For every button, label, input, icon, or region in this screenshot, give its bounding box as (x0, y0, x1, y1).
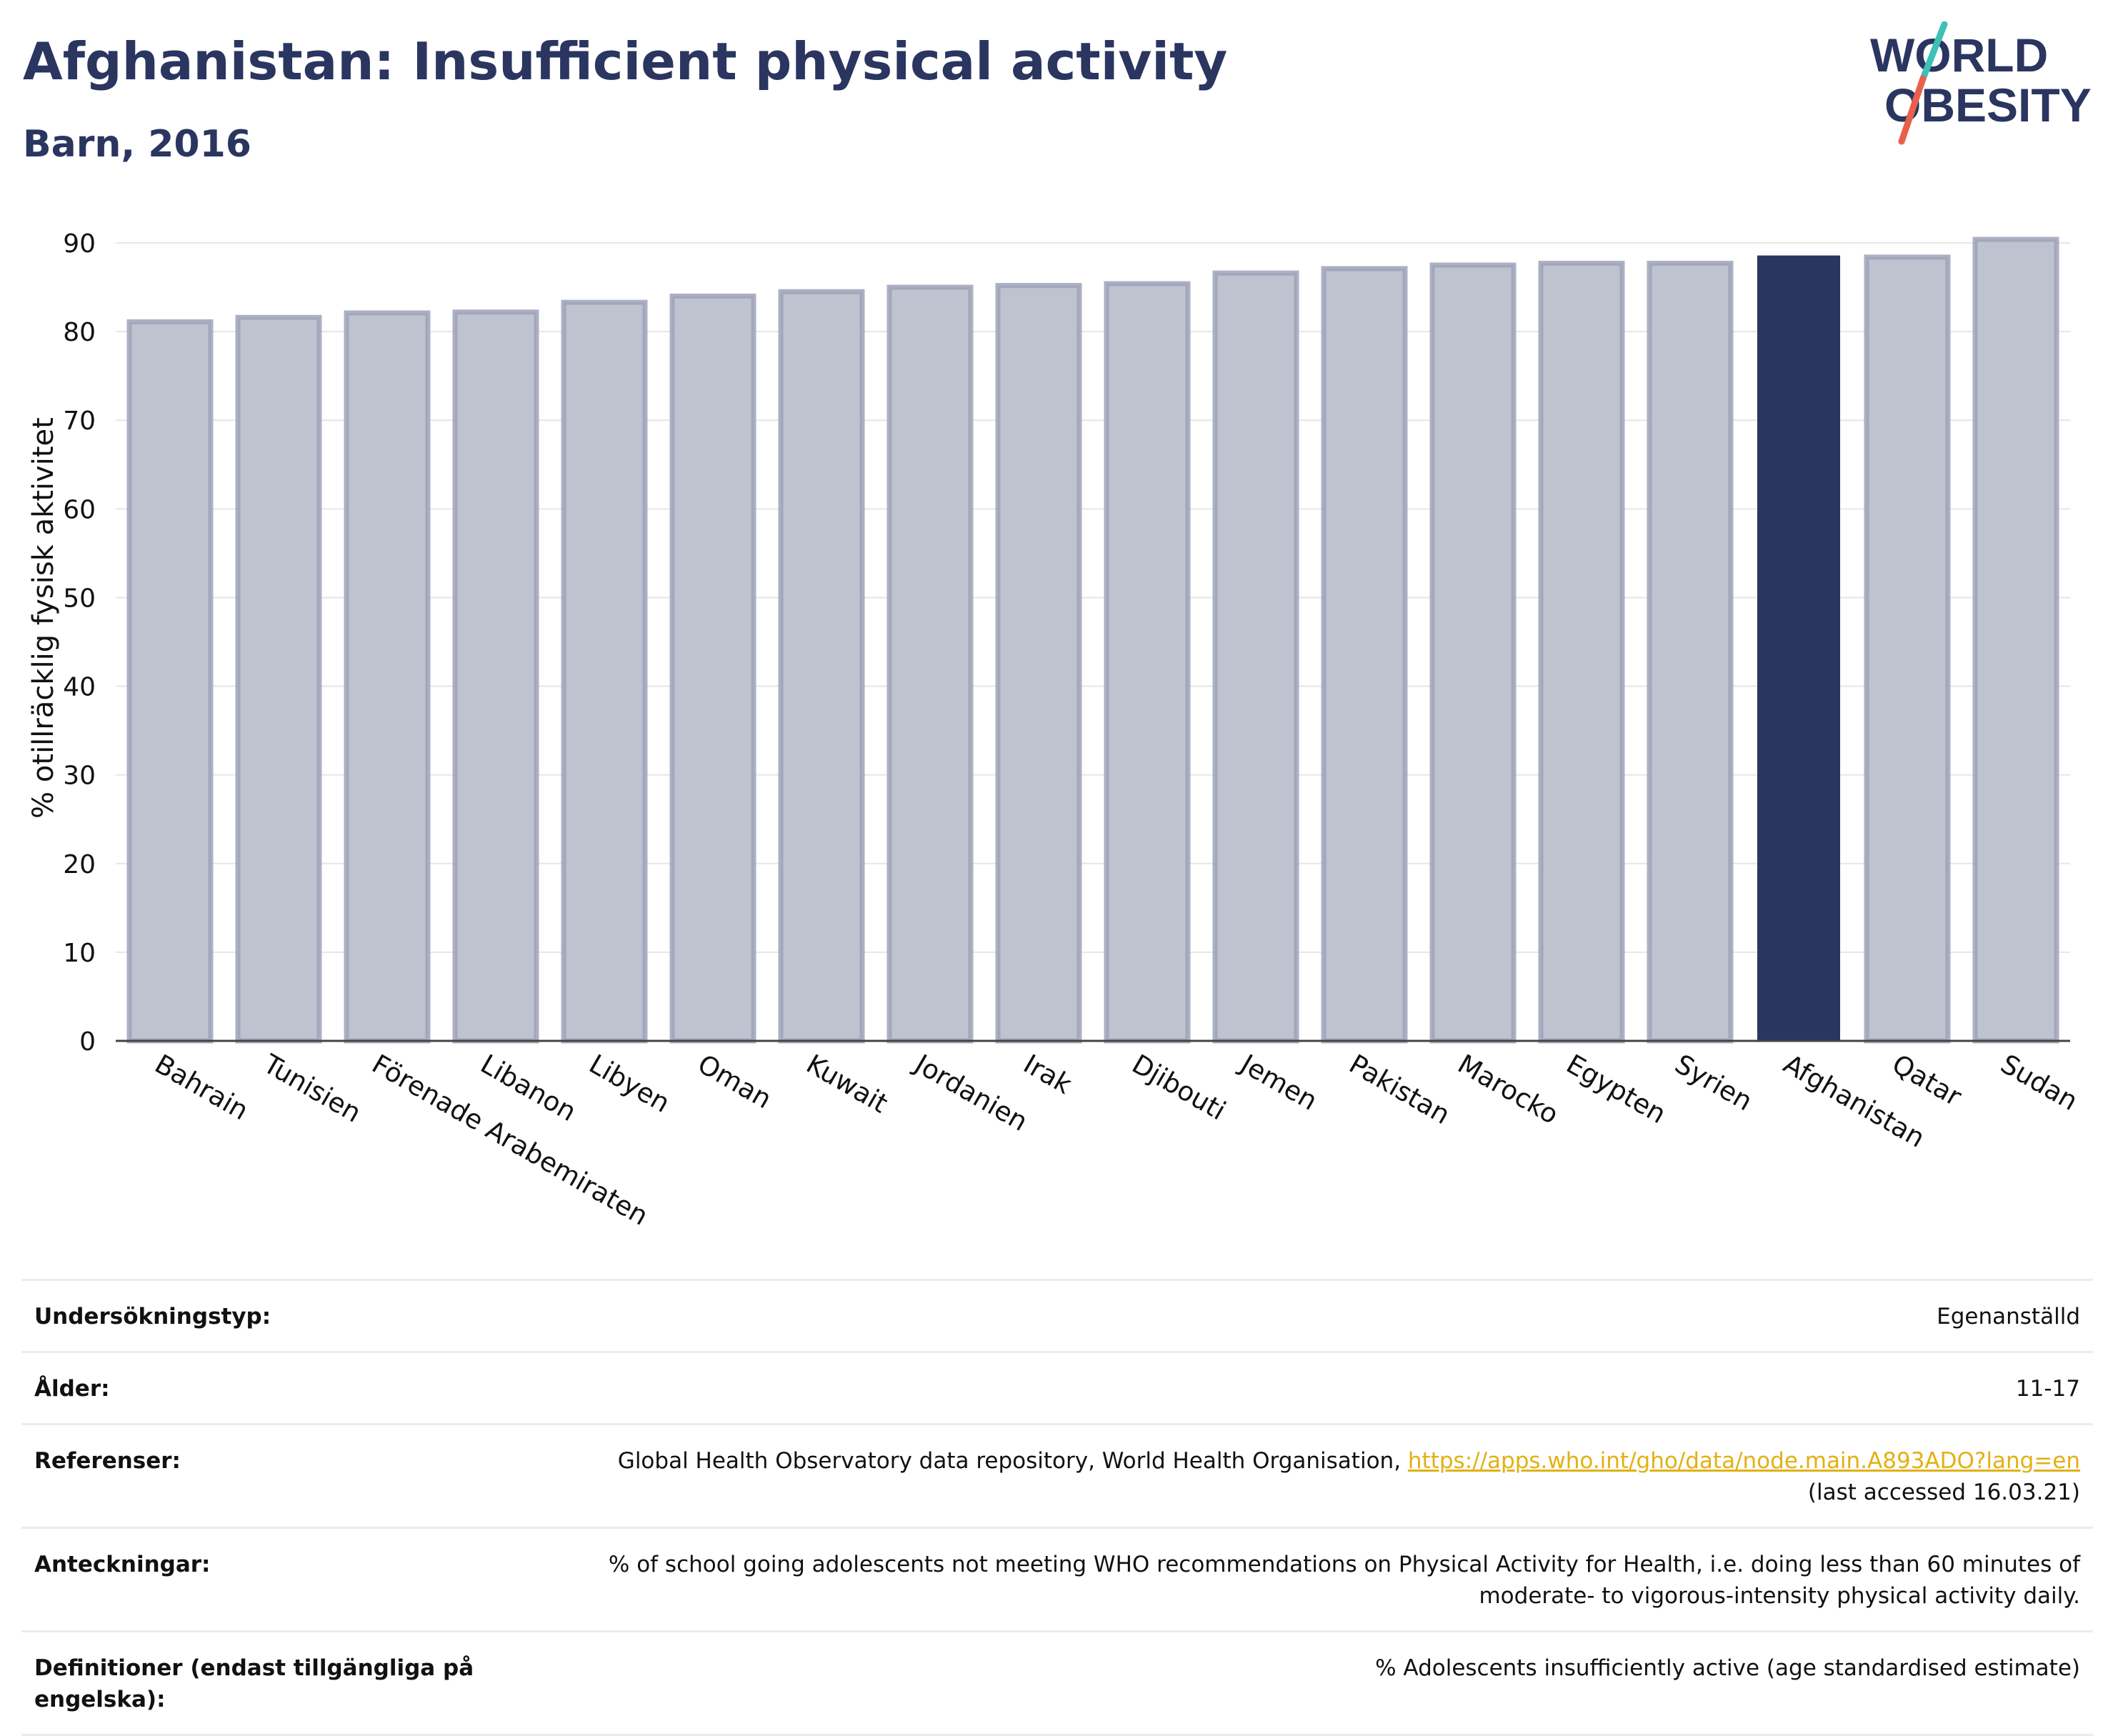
x-tick-label: Tunisien (258, 1048, 366, 1129)
bar-sudan (1972, 236, 2059, 1044)
logo-slash-teal (1919, 21, 1948, 82)
reference-link[interactable]: https://apps.who.int/gho/data/node.main.… (1407, 1448, 2080, 1474)
world-obesity-logo: WORLD OBESITY (1870, 21, 2092, 145)
bars (126, 236, 2059, 1044)
bar-qatar (1864, 254, 1951, 1044)
bar-libanon (452, 309, 539, 1044)
x-tick-label: Djibouti (1127, 1049, 1232, 1127)
bar-tunisien (235, 314, 322, 1044)
x-tick-label: Kuwait (801, 1049, 894, 1119)
info-label: Anteckningar: (34, 1552, 211, 1577)
chart-title: Afghanistan: Insufficient physical activ… (23, 31, 1228, 91)
reference-text: Global Health Observatory data repositor… (617, 1448, 1408, 1474)
bar-jemen (1212, 270, 1299, 1044)
x-tick-label: Sudan (1996, 1049, 2083, 1117)
logo-slash-coral (1898, 75, 1927, 145)
y-tick-label: 70 (63, 406, 96, 436)
bar-libyen (561, 299, 648, 1044)
y-tick-label: 90 (63, 229, 96, 259)
y-axis-label: % otillräcklig fysisk aktivitet (27, 417, 60, 819)
bar-chart: 0 10 20 30 40 50 60 70 80 90 Bahrain Tunisien Fören… (27, 229, 2083, 1232)
bar-egypten (1538, 261, 1625, 1044)
info-value: Egenanställd (1937, 1304, 2080, 1330)
y-tick-label: 20 (63, 850, 96, 879)
info-value: 11-17 (2015, 1376, 2080, 1402)
bar-djibouti (1104, 281, 1191, 1044)
info-label: Ålder: (34, 1376, 110, 1402)
x-tick-label: Libyen (584, 1049, 676, 1119)
x-tick-label: Irak (1019, 1049, 1078, 1101)
x-tick-label: Jemen (1234, 1048, 1323, 1117)
info-row: Definitioner (endast tillgängliga på eng… (21, 1632, 2093, 1736)
y-tick-label: 60 (63, 495, 96, 524)
x-tick-label: Qatar (1887, 1049, 1967, 1113)
x-tick-label: Syrien (1670, 1049, 1758, 1117)
y-tick-label: 50 (63, 584, 96, 613)
bar-bahrain (126, 319, 214, 1044)
x-tick-label: Egypten (1562, 1049, 1672, 1130)
x-tick-label: Oman (693, 1049, 777, 1115)
info-label: Referenser: (34, 1448, 181, 1474)
bar-syrien (1647, 261, 1734, 1044)
y-tick-label: 10 (63, 939, 96, 968)
chart-subtitle: Barn, 2016 (23, 123, 251, 166)
y-tick-labels: 0 10 20 30 40 50 60 70 80 90 (63, 229, 96, 1057)
bar-kuwait (778, 289, 865, 1044)
bar-afghanistan (1757, 255, 1840, 1042)
y-tick-label: 30 (63, 762, 96, 791)
y-tick-label: 40 (63, 673, 96, 702)
x-tick-label: Bahrain (150, 1049, 254, 1127)
x-tick-label: Pakistan (1344, 1049, 1456, 1131)
info-value: Global Health Observatory data repositor… (618, 1445, 2080, 1508)
x-tick-labels: Bahrain Tunisien Förenade ArabemiratenLiba… (150, 1048, 2083, 1232)
info-value: % of school going adolescents not meetin… (608, 1552, 2080, 1609)
bar-pakistan (1321, 266, 1408, 1044)
reference-accessed: (last accessed 16.03.21) (1807, 1480, 2080, 1505)
bar-förenade-arabemiraten (344, 310, 431, 1044)
info-label: Undersökningstyp: (34, 1304, 271, 1330)
bar-irak (995, 283, 1082, 1044)
x-tick-label: Jordanien (909, 1048, 1033, 1137)
bar-marocko (1429, 262, 1517, 1044)
info-label: Definitioner (endast tillgängliga på eng… (34, 1655, 474, 1712)
grid-lines (116, 242, 2070, 953)
info-row: Anteckningar: % of school going adolescen… (21, 1529, 2093, 1632)
info-row: Referenser: Global Health Observatory dat… (21, 1425, 2093, 1529)
x-tick-label: Marocko (1453, 1049, 1564, 1131)
bar-jordanien (886, 284, 974, 1044)
logo-line-1: WORLD (1870, 29, 2048, 81)
bar-oman (669, 293, 756, 1044)
y-tick-label: 80 (63, 318, 96, 347)
info-row: Ålder: 11-17 (21, 1353, 2093, 1425)
info-value: % Adolescents insufficiently active (age… (1375, 1655, 2080, 1681)
info-row: Undersökningstyp: Egenanställd (21, 1281, 2093, 1353)
info-table: Undersökningstyp: Egenanställd Ålder: 11-17… (21, 1279, 2093, 1736)
y-tick-label: 0 (79, 1027, 96, 1057)
